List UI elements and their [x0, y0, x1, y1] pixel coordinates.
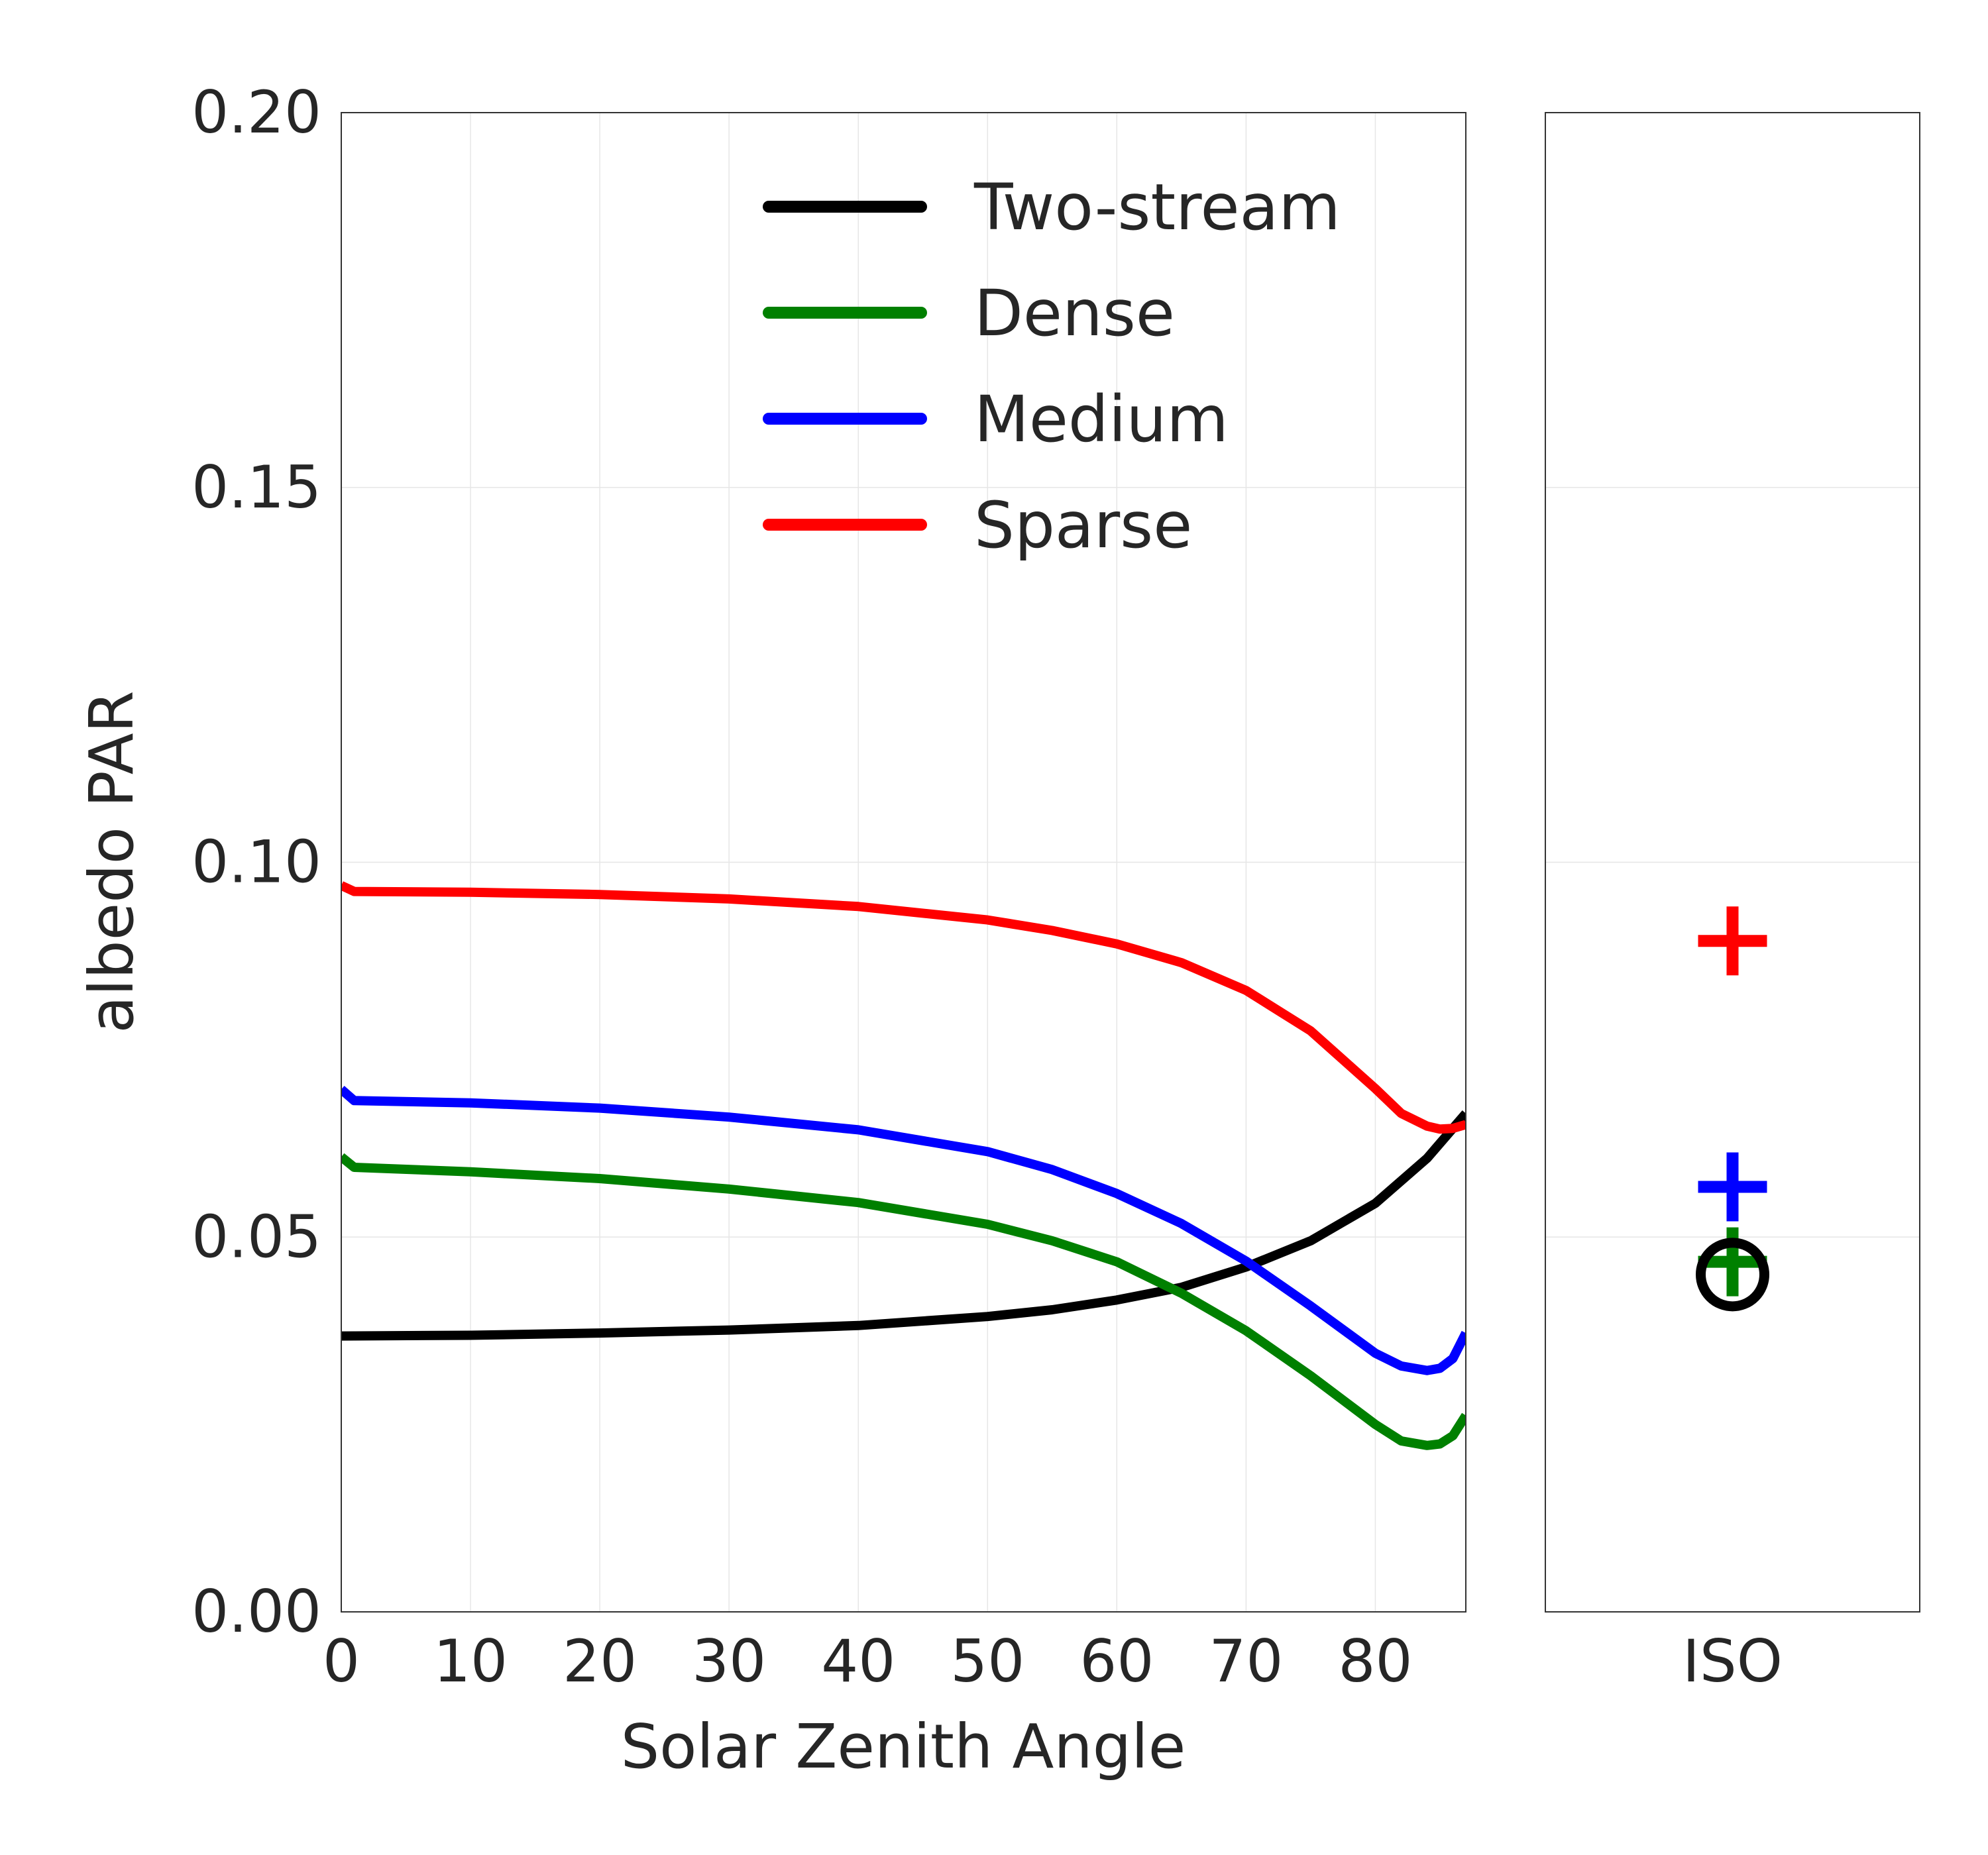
iso-marker-sparse [1698, 906, 1767, 976]
main-gridlines [341, 112, 1466, 1613]
y-tick-label: 0.00 [192, 1577, 321, 1646]
x-tick-label: 30 [692, 1627, 766, 1695]
iso-marker-medium [1698, 1152, 1767, 1222]
y-tick-label: 0.05 [192, 1202, 321, 1271]
iso-tick-labels: ISO [1683, 1627, 1783, 1695]
y-tick-label: 0.10 [192, 828, 321, 896]
x-tick-label: 0 [323, 1627, 360, 1695]
x-tick-label: 80 [1338, 1627, 1412, 1695]
main-series-lines [341, 881, 1466, 1450]
series-line-sparse [341, 881, 1466, 1134]
series-line-two-stream [341, 1110, 1466, 1341]
series-line-dense [341, 1153, 1466, 1450]
x-tick-label: 40 [821, 1627, 895, 1695]
x-tick-label: 50 [950, 1627, 1024, 1695]
iso-markers [1696, 906, 1769, 1312]
iso-marker-two-stream [1696, 1238, 1769, 1312]
legend-label: Two-stream [973, 170, 1341, 244]
side-plot-frame [1545, 112, 1920, 1613]
category-tick-label: ISO [1683, 1627, 1783, 1695]
legend-label: Sparse [974, 488, 1192, 562]
series-line-medium [341, 1086, 1466, 1375]
main-plot-panel: 0 10 20 30 40 50 60 70 80 0.00 0.05 0.10 0.15 0.20 S… [76, 78, 1466, 1782]
main-plot-frame [341, 112, 1466, 1613]
x-tick-label: 20 [563, 1627, 637, 1695]
y-tick-labels: 0.00 0.05 0.10 0.15 0.20 [192, 78, 321, 1646]
x-tick-label: 60 [1079, 1627, 1154, 1695]
legend-label: Dense [974, 276, 1175, 350]
x-tick-label: 10 [433, 1627, 508, 1695]
y-axis-label: albedo PAR [76, 690, 147, 1033]
y-tick-label: 0.15 [192, 453, 321, 521]
iso-plot-panel: ISO [1545, 112, 1920, 1695]
x-tick-label: 70 [1209, 1627, 1283, 1695]
y-tick-label: 0.20 [192, 78, 321, 146]
legend: Two-stream Dense Medium Sparse [763, 170, 1341, 562]
x-tick-labels: 0 10 20 30 40 50 60 70 80 [323, 1627, 1412, 1695]
legend-label: Medium [974, 382, 1229, 456]
x-axis-label: Solar Zenith Angle [621, 1711, 1186, 1782]
